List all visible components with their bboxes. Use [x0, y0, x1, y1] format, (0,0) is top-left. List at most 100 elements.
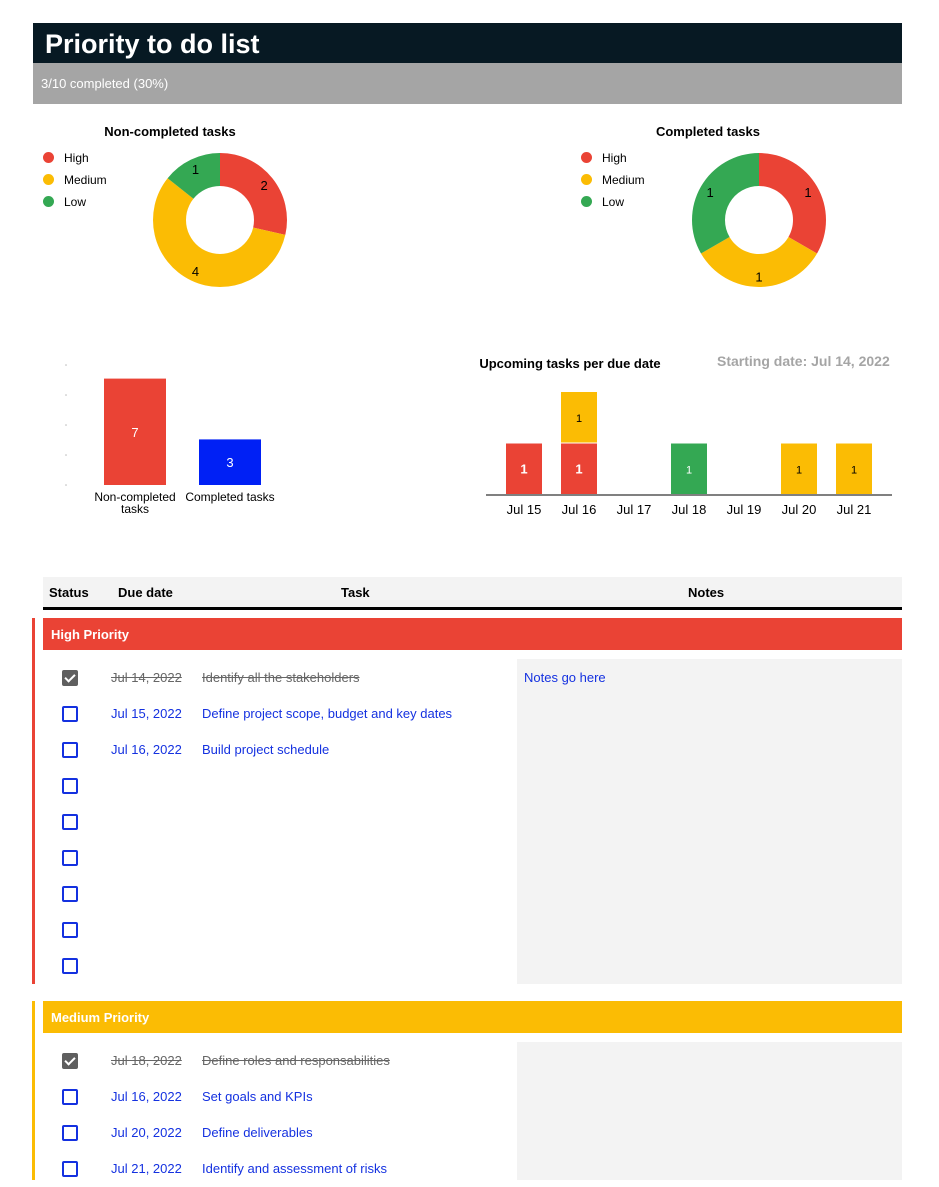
progress-text: 3/10 completed (30%): [41, 76, 169, 91]
non-completed-legend: High Medium Low: [43, 150, 133, 210]
low-dot-icon: [43, 196, 54, 207]
legend-item-high: High: [43, 150, 89, 166]
status-checkbox[interactable]: [62, 1089, 78, 1105]
status-checkbox[interactable]: [62, 958, 78, 974]
axis-tick: [65, 394, 67, 396]
legend-item-medium: Medium: [43, 172, 107, 188]
task-cell[interactable]: Define roles and responsabilities: [202, 1053, 390, 1068]
bar-value-label: 7: [131, 425, 138, 440]
table-row: [43, 768, 513, 804]
task-cell[interactable]: Identify and assessment of risks: [202, 1161, 387, 1176]
task-cell[interactable]: Build project schedule: [202, 742, 330, 757]
bar-segment-medium: [836, 443, 872, 494]
bar-segment-high: [561, 443, 597, 494]
due-date-cell[interactable]: Jul 15, 2022: [111, 706, 182, 721]
completed-chart-title: Completed tasks: [655, 124, 761, 139]
non-completed-chart-title: Non-completed tasks: [104, 124, 236, 139]
status-checkbox[interactable]: [62, 922, 78, 938]
donut-label-low: 1: [706, 185, 713, 200]
table-row: Jul 15, 2022 Define project scope, budget…: [43, 696, 513, 732]
column-header-due-date: Due date: [118, 585, 173, 600]
due-date-cell[interactable]: Jul 16, 2022: [111, 742, 182, 757]
table-row: [43, 840, 513, 876]
donut-label-medium: 4: [192, 264, 199, 279]
category-label: tasks: [121, 502, 149, 516]
donut-label-low: 1: [192, 162, 199, 177]
status-checkbox[interactable]: [62, 778, 78, 794]
bar-value-label: 1: [576, 413, 582, 425]
x-tick-label: Jul 20: [782, 502, 817, 517]
due-date-cell[interactable]: Jul 20, 2022: [111, 1125, 182, 1140]
table-row: [43, 876, 513, 912]
status-checkbox[interactable]: [62, 814, 78, 830]
table-row: Jul 16, 2022 Set goals and KPIs: [43, 1079, 513, 1115]
checked-checkbox[interactable]: [62, 1053, 78, 1069]
legend-item-low: Low: [581, 194, 624, 210]
due-date-cell[interactable]: Jul 18, 2022: [111, 1053, 182, 1068]
bar-segment-low: [671, 443, 707, 494]
due-date-cell[interactable]: Jul 14, 2022: [111, 670, 182, 685]
completed-legend: High Medium Low: [581, 150, 671, 210]
x-tick-label: Jul 17: [617, 502, 652, 517]
high-priority-stripe: [32, 618, 35, 984]
status-checkbox[interactable]: [62, 706, 78, 722]
x-tick-label: Jul 19: [727, 502, 762, 517]
legend-label: Low: [64, 195, 87, 209]
axis-tick: [65, 454, 67, 456]
checked-checkbox[interactable]: [62, 670, 78, 686]
section-label: Medium Priority: [51, 1010, 150, 1025]
status-checkbox[interactable]: [62, 886, 78, 902]
notes-text: Notes go here: [524, 670, 606, 685]
status-checkbox[interactable]: [62, 850, 78, 866]
due-date-cell[interactable]: Jul 16, 2022: [111, 1089, 182, 1104]
status-checkbox[interactable]: [62, 1161, 78, 1177]
category-label: Completed tasks: [185, 490, 274, 504]
page-title: Priority to do list: [45, 29, 260, 59]
bar-value-label: 1: [851, 464, 857, 476]
donut-slice-medium: [152, 178, 286, 287]
column-header-status: Status: [49, 585, 89, 600]
due-date-cell[interactable]: Jul 21, 2022: [111, 1161, 182, 1176]
donut-label-high: 1: [804, 185, 811, 200]
table-row: Jul 20, 2022 Define deliverables: [43, 1115, 513, 1151]
table-row: Jul 14, 2022 Identify all the stakeholder…: [43, 660, 513, 696]
high-priority-header: High Priority: [43, 618, 902, 650]
category-label: Non-completed: [94, 490, 175, 504]
status-checkbox[interactable]: [62, 742, 78, 758]
upcoming-bar-chart: 1 Jul 15 1 1 Jul 16 Jul 17 1 Jul 18 Jul 19 1 Jul 2…: [486, 392, 892, 517]
bar-value-label: 1: [796, 464, 802, 476]
legend-item-low: Low: [43, 194, 86, 210]
high-dot-icon: [43, 152, 54, 163]
legend-item-high: High: [581, 150, 627, 166]
high-priority-notes[interactable]: Notes go here: [517, 659, 902, 984]
donut-slice-high: [220, 153, 287, 235]
starting-date-label: Starting date: Jul 14, 2022: [717, 353, 890, 369]
medium-dot-icon: [43, 174, 54, 185]
medium-priority-header: Medium Priority: [43, 1001, 902, 1033]
bar-segment-medium: [781, 443, 817, 494]
legend-item-medium: Medium: [581, 172, 645, 188]
x-tick-label: Jul 21: [837, 502, 872, 517]
task-cell[interactable]: Set goals and KPIs: [202, 1089, 313, 1104]
medium-priority-notes[interactable]: [517, 1042, 902, 1180]
section-label: High Priority: [51, 627, 130, 642]
task-cell[interactable]: Identify all the stakeholders: [202, 670, 360, 685]
table-row: Jul 18, 2022 Define roles and responsabil…: [43, 1043, 513, 1079]
legend-label: Medium: [602, 173, 645, 187]
task-cell[interactable]: Define deliverables: [202, 1125, 313, 1140]
table-header: Status Due date Task Notes: [43, 577, 902, 610]
legend-label: High: [64, 151, 89, 165]
status-checkbox[interactable]: [62, 1125, 78, 1141]
axis-tick: [65, 364, 67, 366]
bar-value-label: 1: [575, 461, 582, 476]
donut-slice-low: [692, 153, 759, 254]
bar-segment-high: [506, 443, 542, 494]
task-cell[interactable]: Define project scope, budget and key dat…: [202, 706, 453, 721]
donut-slice-medium: [700, 237, 818, 287]
x-tick-label: Jul 16: [562, 502, 597, 517]
medium-priority-stripe: [32, 1001, 35, 1180]
bar-segment-medium: [561, 392, 597, 443]
medium-dot-icon: [581, 174, 592, 185]
bar-value-label: 3: [226, 455, 233, 470]
